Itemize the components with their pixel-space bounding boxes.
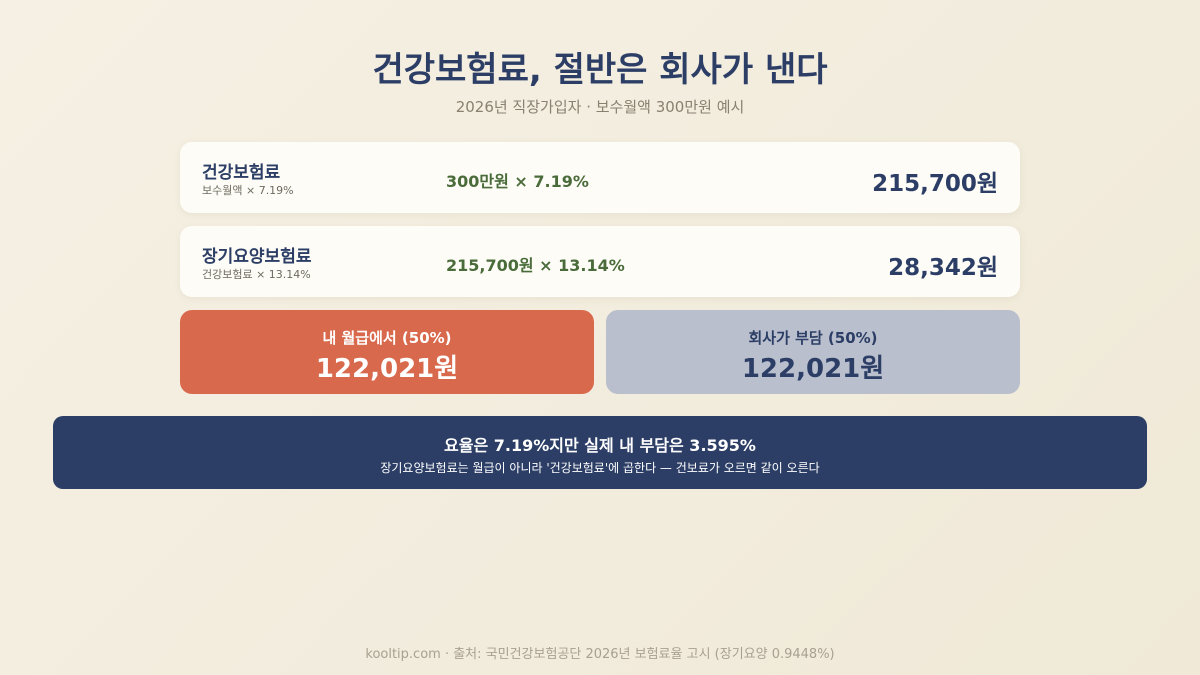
banner: 요율은 7.19%지만 실제 내 부담은 3.595% 장기요양보험료는 월급이… (53, 416, 1147, 489)
split-label: 내 월급에서 (50%) (322, 329, 452, 347)
row-amount: 215,700원 (872, 171, 998, 197)
row-label: 장기요양보험료 (202, 247, 312, 267)
my-share-box: 내 월급에서 (50%) 122,021원 (180, 310, 594, 394)
row-formula: 215,700원 × 13.14% (446, 256, 625, 275)
row-card: 장기요양보험료 건강보험료 × 13.14% 215,700원 × 13.14%… (180, 226, 1020, 297)
row-sublabel: 보수월액 × 7.19% (202, 184, 294, 197)
split-amount: 122,021원 (741, 354, 885, 384)
split-label: 회사가 부담 (50%) (748, 329, 878, 347)
company-share-box: 회사가 부담 (50%) 122,021원 (606, 310, 1020, 394)
row-formula: 300만원 × 7.19% (446, 172, 589, 191)
banner-note: 장기요양보험료는 월급이 아니라 '건강보험료'에 곱한다 — 건보료가 오르면… (380, 461, 820, 475)
row-amount: 28,342원 (888, 255, 998, 281)
subtitle: 2026년 직장가입자 · 보수월액 300만원 예시 (455, 98, 745, 116)
footer: kooltip.com · 출처: 국민건강보험공단 2026년 보험료율 고시… (365, 647, 835, 662)
split-amount: 122,021원 (315, 354, 459, 384)
row-sublabel: 건강보험료 × 13.14% (202, 268, 311, 281)
row-label: 건강보험료 (202, 163, 281, 183)
row-card: 건강보험료 보수월액 × 7.19% 300만원 × 7.19% 215,700… (180, 142, 1020, 213)
title: 건강보험료, 절반은 회사가 낸다 (372, 50, 828, 90)
banner-headline: 요율은 7.19%지만 실제 내 부담은 3.595% (444, 436, 756, 455)
